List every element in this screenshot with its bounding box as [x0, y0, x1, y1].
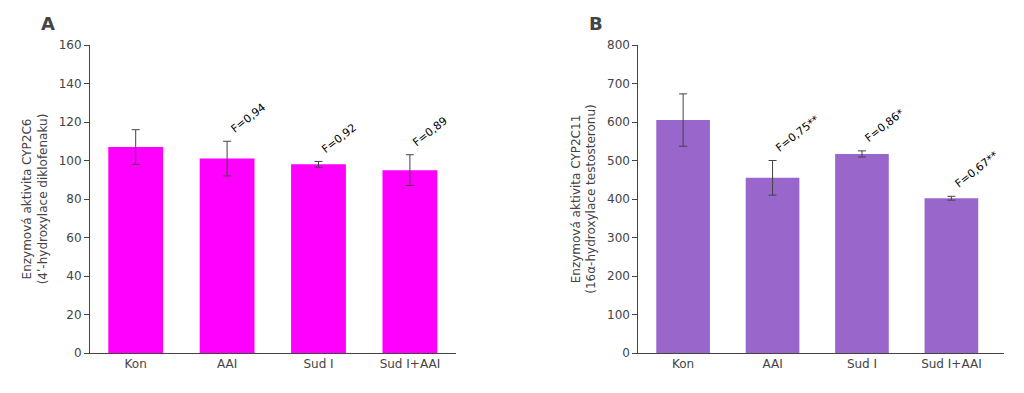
svg-text:700: 700 — [607, 77, 630, 91]
svg-text:Sud I+AAI: Sud I+AAI — [380, 357, 441, 371]
svg-text:140: 140 — [59, 77, 82, 91]
svg-text:Sud I: Sud I — [303, 357, 333, 371]
svg-text:0: 0 — [622, 346, 630, 360]
svg-text:Kon: Kon — [125, 357, 147, 371]
svg-text:400: 400 — [607, 192, 630, 206]
svg-text:Kon: Kon — [672, 357, 694, 371]
svg-text:AAI: AAI — [762, 357, 782, 371]
svg-text:0: 0 — [74, 346, 82, 360]
svg-text:F=0,86*: F=0,86* — [863, 106, 907, 145]
svg-text:B: B — [589, 13, 603, 34]
svg-text:Sud I: Sud I — [847, 357, 877, 371]
svg-text:300: 300 — [607, 231, 630, 245]
svg-text:500: 500 — [607, 154, 630, 168]
svg-text:Enzymová aktivita CYP2C6(4ʹ-hy: Enzymová aktivita CYP2C6(4ʹ-hydroxylace … — [20, 114, 50, 285]
svg-text:80: 80 — [66, 192, 81, 206]
svg-text:F=0,75**: F=0,75** — [773, 113, 822, 155]
svg-text:20: 20 — [66, 308, 81, 322]
svg-text:Sud I+AAI: Sud I+AAI — [921, 357, 982, 371]
svg-text:40: 40 — [66, 269, 81, 283]
svg-text:AAI: AAI — [217, 357, 237, 371]
svg-text:800: 800 — [607, 38, 630, 52]
svg-text:600: 600 — [607, 115, 630, 129]
svg-text:160: 160 — [59, 38, 82, 52]
svg-text:120: 120 — [59, 115, 82, 129]
svg-text:A: A — [41, 13, 55, 34]
svg-text:100: 100 — [59, 154, 82, 168]
svg-text:F=0,92: F=0,92 — [319, 121, 359, 156]
svg-text:F=0,67**: F=0,67** — [953, 148, 1002, 190]
svg-text:F=0,94: F=0,94 — [228, 101, 268, 136]
svg-text:60: 60 — [66, 231, 81, 245]
svg-text:Enzymová aktivita CYP2C11(16α-: Enzymová aktivita CYP2C11(16α-hydroxylac… — [569, 104, 599, 293]
svg-text:F=0,89: F=0,89 — [410, 114, 450, 149]
svg-text:100: 100 — [607, 308, 630, 322]
svg-text:200: 200 — [607, 269, 630, 283]
